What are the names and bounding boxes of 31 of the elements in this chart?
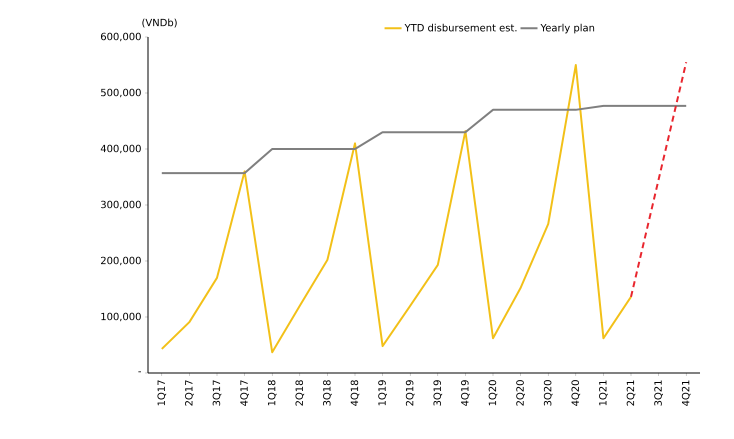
line-series bbox=[160, 64, 632, 354]
x-tick-label: 3Q21 bbox=[654, 380, 663, 406]
x-tick-label: 4Q18 bbox=[350, 380, 360, 406]
x-tick-label: 3Q17 bbox=[212, 380, 222, 406]
legend-label: YTD disbursement est. bbox=[404, 24, 516, 32]
x-tick-label: 3Q18 bbox=[323, 380, 332, 406]
y-tick-label: - bbox=[138, 371, 141, 372]
y-tick-label: 500,000 bbox=[101, 88, 141, 98]
x-tick-label: 2Q19 bbox=[406, 380, 415, 406]
x-tick-label: 2Q21 bbox=[626, 380, 636, 406]
x-tick-label: 1Q21 bbox=[599, 380, 608, 406]
y-tick-label: 200,000 bbox=[101, 256, 141, 266]
x-tick-label: 4Q17 bbox=[240, 380, 249, 406]
x-tick-label: 1Q18 bbox=[268, 380, 277, 406]
x-tick-label: 1Q20 bbox=[488, 380, 498, 406]
x-tick-label: 3Q19 bbox=[433, 380, 442, 406]
x-tick-label: 4Q21 bbox=[682, 380, 691, 406]
y-tick-label: 400,000 bbox=[100, 144, 141, 154]
x-tick-label: 3Q20 bbox=[544, 380, 553, 406]
y-tick-label: 100,000 bbox=[101, 312, 141, 322]
legend-label: Yearly plan bbox=[540, 24, 594, 34]
y-tick-label: 300,000 bbox=[101, 200, 141, 210]
x-tick-label: 2Q20 bbox=[516, 380, 525, 406]
x-tick-label: 4Q19 bbox=[461, 380, 470, 406]
y-tick-label: 600,000 bbox=[100, 32, 141, 42]
x-tick-label: 1Q17 bbox=[157, 380, 166, 406]
x-tick-label: 4Q20 bbox=[571, 380, 580, 406]
x-tick-label: 2Q17 bbox=[185, 380, 194, 406]
x-tick-label: 1Q19 bbox=[378, 380, 387, 406]
x-tick-label: 2Q18 bbox=[295, 380, 304, 406]
y-axis-title: (VNDb) bbox=[142, 18, 177, 28]
